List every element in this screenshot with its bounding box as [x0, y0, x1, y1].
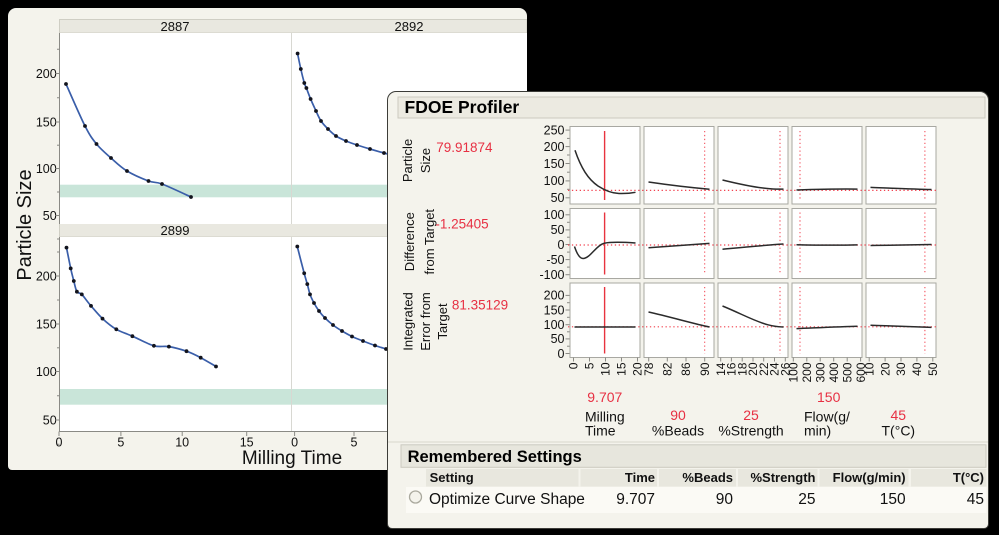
svg-text:50: 50 — [926, 362, 940, 376]
svg-text:100: 100 — [36, 162, 57, 176]
svg-text:10: 10 — [599, 362, 613, 376]
svg-text:100: 100 — [787, 362, 801, 382]
svg-text:%Strength: %Strength — [718, 423, 783, 439]
svg-text:0: 0 — [291, 436, 298, 450]
svg-text:90: 90 — [716, 491, 734, 508]
svg-text:Error from: Error from — [418, 292, 433, 351]
svg-text:0: 0 — [56, 436, 63, 450]
svg-text:150: 150 — [544, 303, 565, 317]
svg-text:200: 200 — [36, 269, 57, 283]
svg-text:150: 150 — [817, 389, 841, 405]
svg-text:50: 50 — [551, 191, 565, 205]
svg-text:Milling Time: Milling Time — [242, 448, 342, 469]
svg-text:9.707: 9.707 — [587, 389, 622, 405]
svg-text:200: 200 — [36, 67, 57, 81]
svg-text:200: 200 — [800, 362, 814, 382]
svg-text:Target: Target — [435, 303, 450, 340]
svg-text:-1.25405: -1.25405 — [435, 217, 488, 232]
svg-text:90: 90 — [698, 362, 712, 376]
svg-text:T(°C): T(°C) — [882, 423, 916, 439]
svg-text:100: 100 — [544, 318, 565, 332]
svg-text:45: 45 — [967, 491, 984, 508]
svg-text:Flow(g/: Flow(g/ — [804, 409, 850, 425]
svg-text:200: 200 — [544, 289, 565, 303]
svg-text:300: 300 — [813, 362, 827, 382]
svg-text:5: 5 — [117, 436, 124, 450]
svg-text:100: 100 — [36, 365, 57, 379]
svg-text:5: 5 — [583, 362, 597, 369]
svg-text:150: 150 — [880, 491, 906, 508]
svg-text:0: 0 — [567, 362, 581, 369]
svg-text:86: 86 — [679, 362, 693, 376]
svg-text:30: 30 — [894, 362, 908, 376]
svg-text:FDOE Profiler: FDOE Profiler — [405, 97, 520, 117]
svg-text:15: 15 — [615, 362, 629, 376]
svg-text:Size: Size — [418, 148, 433, 173]
svg-text:5: 5 — [351, 436, 358, 450]
svg-text:20: 20 — [746, 362, 760, 376]
svg-text:10: 10 — [175, 436, 189, 450]
svg-text:50: 50 — [551, 332, 565, 346]
svg-text:Milling: Milling — [585, 409, 625, 425]
svg-text:T(°C): T(°C) — [953, 470, 984, 485]
svg-text:9.707: 9.707 — [616, 491, 655, 508]
svg-text:%Beads: %Beads — [652, 423, 704, 439]
svg-text:200: 200 — [544, 140, 565, 154]
svg-text:25: 25 — [798, 491, 815, 508]
svg-text:-50: -50 — [546, 253, 564, 267]
svg-text:50: 50 — [43, 209, 57, 223]
svg-text:Setting: Setting — [430, 470, 474, 485]
svg-text:0: 0 — [558, 238, 565, 252]
svg-text:500: 500 — [840, 362, 854, 382]
svg-text:18: 18 — [735, 362, 749, 376]
svg-text:min): min) — [804, 423, 831, 439]
svg-text:79.91874: 79.91874 — [436, 140, 493, 155]
svg-text:150: 150 — [36, 317, 57, 331]
svg-text:25: 25 — [743, 407, 759, 423]
svg-text:26: 26 — [779, 362, 793, 376]
svg-text:78: 78 — [642, 362, 656, 376]
svg-text:50: 50 — [551, 223, 565, 237]
svg-text:14: 14 — [714, 362, 728, 376]
svg-text:400: 400 — [827, 362, 841, 382]
svg-text:22: 22 — [757, 362, 771, 376]
svg-text:82: 82 — [661, 362, 675, 376]
svg-text:Flow(g/min): Flow(g/min) — [833, 470, 906, 485]
svg-text:2899: 2899 — [161, 223, 190, 238]
svg-text:-100: -100 — [539, 268, 564, 282]
svg-text:100: 100 — [544, 208, 565, 222]
svg-text:250: 250 — [544, 123, 565, 137]
svg-text:Difference: Difference — [402, 212, 417, 271]
svg-text:Particle Size: Particle Size — [14, 169, 36, 280]
svg-text:2892: 2892 — [395, 19, 424, 34]
svg-text:15: 15 — [240, 436, 254, 450]
svg-text:10: 10 — [862, 362, 876, 376]
svg-text:90: 90 — [670, 407, 686, 423]
svg-text:Particle: Particle — [400, 139, 415, 182]
svg-text:600: 600 — [854, 362, 868, 382]
svg-text:0: 0 — [558, 347, 565, 361]
svg-text:150: 150 — [544, 157, 565, 171]
svg-text:Optimize Curve Shape: Optimize Curve Shape — [429, 491, 585, 508]
svg-text:Integrated: Integrated — [401, 292, 416, 351]
svg-text:%Beads: %Beads — [682, 470, 733, 485]
svg-text:16: 16 — [725, 362, 739, 376]
svg-text:Remembered Settings: Remembered Settings — [408, 448, 582, 466]
svg-text:%Strength: %Strength — [751, 470, 816, 485]
svg-text:20: 20 — [878, 362, 892, 376]
svg-text:45: 45 — [891, 407, 907, 423]
svg-text:Time: Time — [625, 470, 655, 485]
svg-text:81.35129: 81.35129 — [452, 298, 508, 313]
svg-text:20: 20 — [631, 362, 645, 376]
svg-text:40: 40 — [910, 362, 924, 376]
svg-text:Time: Time — [585, 423, 616, 439]
svg-text:2887: 2887 — [161, 19, 190, 34]
svg-text:24: 24 — [768, 362, 782, 376]
svg-text:100: 100 — [544, 174, 565, 188]
svg-text:50: 50 — [43, 413, 57, 427]
svg-text:from Target: from Target — [422, 209, 437, 275]
svg-text:150: 150 — [36, 115, 57, 129]
